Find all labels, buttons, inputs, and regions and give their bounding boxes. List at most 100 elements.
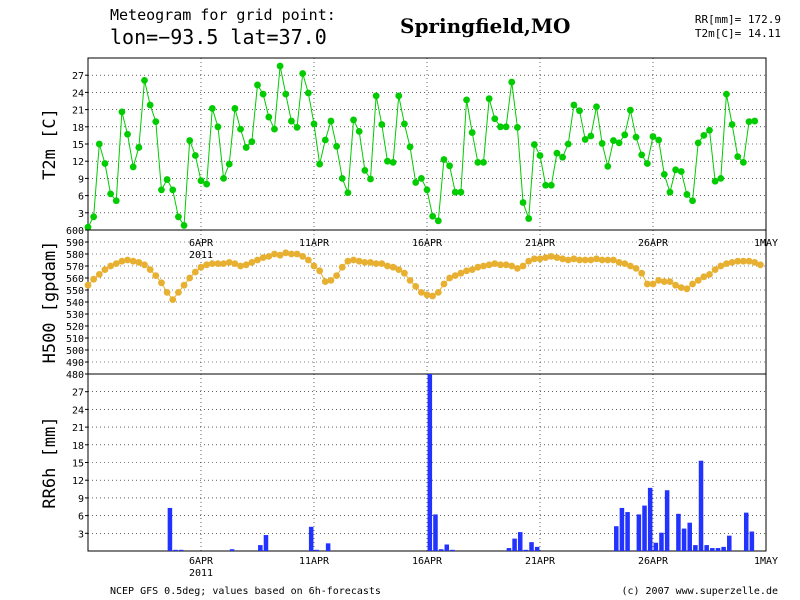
chart-h500-point (208, 260, 216, 267)
chart-h500-point (412, 283, 420, 290)
chart-t2m-point (158, 186, 165, 194)
precip-bar (710, 548, 715, 551)
chart-h500-point (225, 259, 233, 266)
chart-t2m-point (401, 120, 408, 128)
chart-t2m-point (90, 213, 98, 221)
chart-h500-point (180, 281, 188, 289)
chart-h500-point (525, 257, 533, 265)
chart-t2m-point (638, 151, 646, 159)
chart-h500-point (395, 266, 403, 273)
precip-bar (506, 548, 512, 551)
chart-h500-point (677, 284, 685, 291)
chart-h500-point (361, 259, 369, 266)
chart-h500-point (621, 260, 629, 267)
precip-bar (438, 549, 444, 551)
chart-t2m-point (711, 177, 719, 185)
y-tick-label: 9 (78, 494, 84, 505)
chart-t2m-point (440, 156, 448, 163)
precip-bar (534, 546, 540, 551)
chart-t2m-point (163, 176, 171, 183)
chart-t2m-axis-label: T2m [C] (40, 108, 60, 180)
precip-bar (715, 548, 721, 551)
chart-t2m-point (497, 123, 504, 131)
chart-h500-point (660, 278, 668, 285)
y-tick-label: 560 (66, 274, 84, 285)
chart-h500-point (649, 280, 657, 288)
y-tick-label: 580 (66, 250, 84, 261)
chart-h500-point (271, 250, 278, 258)
precip-bar (258, 545, 263, 551)
chart-h500-point (519, 262, 527, 270)
chart-t2m-point (514, 123, 521, 131)
y-tick-label: 520 (66, 322, 84, 333)
chart-t2m-point (384, 157, 391, 165)
precip-bar (642, 505, 647, 551)
chart-h500-point (717, 262, 725, 270)
chart-t2m-point (406, 143, 414, 151)
chart-h500-point (536, 255, 544, 263)
chart-t2m-point (480, 158, 487, 166)
y-tick-label: 15 (72, 459, 84, 470)
precip-bar (698, 460, 704, 551)
chart-t2m-point (417, 175, 425, 182)
precip-bar (529, 542, 534, 551)
precip-bar (625, 512, 630, 551)
chart-h500-point (214, 260, 222, 267)
chart-h500-point (734, 257, 742, 265)
chart-t2m-point (553, 149, 561, 157)
chart-h500-point (293, 250, 301, 258)
chart-h500-point (265, 253, 273, 260)
chart-t2m-point (254, 81, 261, 89)
chart-h500-point (666, 278, 674, 285)
chart-h500-point (638, 269, 646, 277)
chart-t2m-point (225, 160, 233, 168)
chart-h500-point (700, 273, 708, 281)
chart-t2m-point (316, 160, 324, 168)
chart-t2m-point (169, 186, 177, 194)
chart-t2m-point (242, 144, 250, 151)
y-tick-label: 15 (72, 140, 84, 151)
chart-h500-point (632, 265, 640, 272)
chart-h500-point (95, 271, 103, 278)
precip-bar (263, 535, 269, 551)
chart-h500-point (276, 251, 284, 259)
chart-footer: NCEP GFS 0.5deg; values based on 6h-fore… (110, 586, 778, 597)
x-year-label: 2011 (189, 250, 213, 261)
chart-t2m-point (259, 90, 267, 98)
chart-h500-point (711, 266, 719, 273)
chart-t2m-point (615, 139, 623, 147)
grid-coordinates: lon=−93.5 lat=37.0 (110, 25, 327, 49)
x-tick-label: 16APR (412, 556, 443, 567)
precip-bar (178, 549, 184, 551)
chart-h500-point (423, 291, 431, 299)
y-tick-label: 6 (78, 192, 84, 203)
chart-t2m-point (304, 89, 312, 97)
precip-bar (636, 514, 642, 551)
chart-t2m-point (621, 131, 629, 139)
chart-t2m-point (288, 117, 295, 125)
chart-h500-point (468, 266, 476, 273)
data-source-note: NCEP GFS 0.5deg; values based on 6h-fore… (110, 586, 381, 597)
chart-t2m-point (581, 136, 589, 143)
chart-h500-point (559, 255, 566, 263)
chart-t2m-point (107, 190, 114, 198)
chart-h500-point (434, 289, 442, 296)
chart-t2m-point (564, 140, 572, 148)
chart-h500-point (417, 289, 425, 296)
y-tick-label: 24 (72, 88, 84, 99)
chart-h500-point (163, 289, 171, 296)
chart-h500-point (615, 259, 623, 266)
x-tick-label: 11APR (299, 556, 330, 567)
chart-t2m-point (299, 70, 307, 77)
chart-t2m-point (559, 153, 566, 161)
y-tick-label: 21 (72, 106, 84, 117)
chart-t2m-point (683, 191, 691, 198)
chart-h500-point (610, 256, 617, 264)
chart-h500-point (220, 260, 228, 267)
y-tick-label: 27 (72, 388, 84, 399)
chart-h500-point (321, 278, 329, 285)
chart-h500-point (310, 262, 318, 270)
chart-t2m-point (491, 115, 499, 123)
chart-h500-point (101, 266, 109, 273)
